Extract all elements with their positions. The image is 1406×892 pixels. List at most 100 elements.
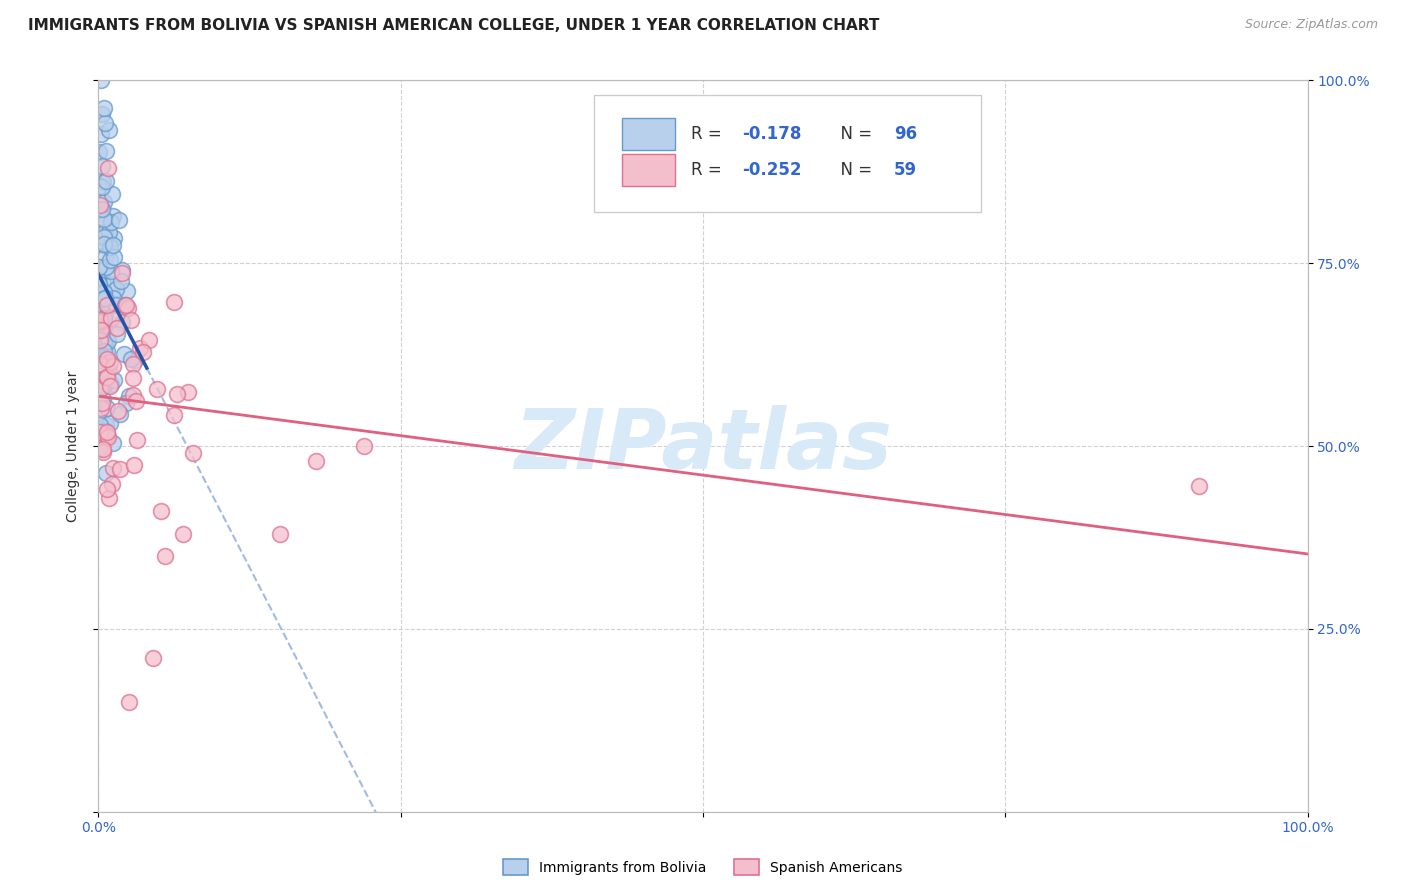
Point [98,355,121,369]
Point [108,407,131,421]
Point [101,477,124,491]
Point [93,442,115,456]
Point [93,230,115,244]
Point [89,382,111,396]
Point [127,434,149,448]
Point [89,178,111,193]
Point [100,187,122,202]
Text: IMMIGRANTS FROM BOLIVIA VS SPANISH AMERICAN COLLEGE, UNDER 1 YEAR CORRELATION CH: IMMIGRANTS FROM BOLIVIA VS SPANISH AMERI… [28,18,880,33]
Point [146,382,169,396]
Point [90,401,112,415]
Point [100,215,122,229]
Point [103,250,125,264]
Point [87,442,110,457]
Point [89,198,111,212]
Point [115,396,138,410]
Point [353,439,375,453]
Point [98,240,121,254]
Point [90,320,112,334]
Point [94,370,117,384]
Point [111,315,134,329]
Point [94,466,117,480]
Point [117,301,139,315]
Point [153,549,176,563]
FancyBboxPatch shape [621,154,675,186]
Point [124,352,146,367]
Point [96,425,118,440]
Point [89,145,111,160]
Point [181,446,204,460]
Point [90,396,112,410]
Point [98,123,121,137]
Point [93,322,115,336]
Point [100,377,122,392]
Point [98,364,121,378]
Point [305,453,328,467]
Point [90,73,112,87]
Point [107,404,129,418]
Point [89,313,111,327]
Point [87,277,110,291]
Point [96,352,118,367]
Point [91,392,114,407]
Point [93,237,115,252]
Point [103,373,125,387]
Point [91,277,114,291]
Text: 96: 96 [894,125,917,143]
Point [98,252,121,267]
Point [91,380,114,394]
Point [120,351,142,366]
Point [96,482,118,496]
Point [94,260,117,275]
Point [90,323,112,337]
Point [89,333,111,347]
Legend: Immigrants from Bolivia, Spanish Americans: Immigrants from Bolivia, Spanish America… [498,854,908,880]
Point [94,336,117,351]
Point [107,213,129,227]
Point [105,298,128,312]
Point [97,334,120,349]
Point [101,291,124,305]
Point [89,315,111,329]
Point [93,291,115,305]
Point [118,695,141,709]
Point [90,337,112,351]
Point [94,174,117,188]
Point [98,491,121,505]
Point [166,386,188,401]
Text: -0.252: -0.252 [742,161,801,179]
Point [96,343,118,358]
Text: -0.178: -0.178 [742,125,801,143]
Point [91,202,114,217]
Point [101,238,124,252]
Point [100,264,122,278]
Point [269,526,291,541]
FancyBboxPatch shape [621,118,675,150]
Point [97,225,120,239]
Point [94,308,117,322]
Point [87,276,110,290]
Point [120,312,142,326]
Point [172,526,194,541]
Point [90,106,112,120]
Point [90,362,112,376]
Point [90,180,112,194]
Point [93,195,115,210]
Point [89,324,111,338]
Text: Source: ZipAtlas.com: Source: ZipAtlas.com [1244,18,1378,31]
Text: N =: N = [830,161,877,179]
Text: ZIPatlas: ZIPatlas [515,406,891,486]
Point [115,298,138,312]
Point [105,321,128,335]
Point [89,357,111,371]
Point [101,359,124,374]
Point [90,299,112,313]
Text: 59: 59 [894,161,917,179]
Point [91,355,114,369]
Point [96,370,118,384]
Point [122,371,145,385]
Point [93,335,115,350]
Point [101,209,124,223]
Point [101,460,124,475]
Point [93,344,115,359]
